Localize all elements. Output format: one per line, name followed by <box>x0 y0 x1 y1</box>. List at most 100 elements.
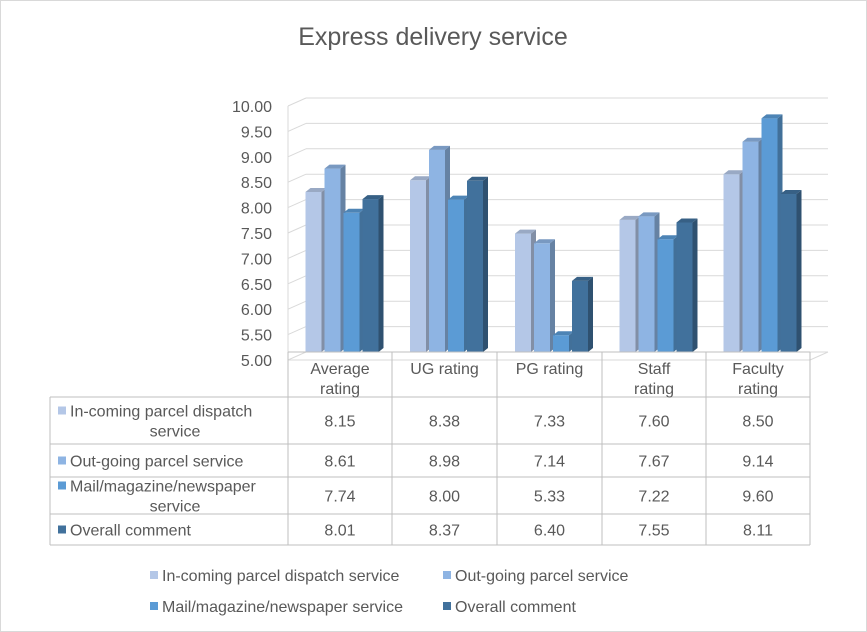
bar-side <box>692 218 698 352</box>
data-cell: 7.33 <box>534 414 565 431</box>
chart-title: Express delivery service <box>298 23 568 51</box>
data-cell: 7.67 <box>638 454 669 471</box>
series-row-label: service <box>150 424 201 441</box>
bar-top <box>723 170 745 175</box>
bar-top <box>619 215 641 220</box>
gridline-diag <box>287 148 307 158</box>
legend-entry: Mail/magazine/newspaper service <box>162 599 403 616</box>
gridline-diag <box>287 199 307 209</box>
data-cell: 8.98 <box>429 454 460 471</box>
data-cell: 8.50 <box>742 414 773 431</box>
bar-side <box>588 276 593 352</box>
data-cell: 9.14 <box>742 454 773 471</box>
bar-front <box>467 180 483 352</box>
gridline-diag <box>287 275 307 285</box>
bar-side <box>550 239 555 352</box>
bar-front <box>619 219 636 352</box>
bar-top <box>761 114 783 119</box>
y-tick-label: 9.00 <box>241 150 272 167</box>
series-row-label: Out-going parcel service <box>70 454 244 471</box>
y-tick-label: 7.50 <box>241 226 272 243</box>
bar-top <box>410 176 431 181</box>
bar <box>534 239 555 352</box>
bar-front <box>742 141 759 352</box>
bar <box>619 215 641 352</box>
data-cell: 7.22 <box>638 489 669 506</box>
floor-side <box>809 351 829 361</box>
gridline-diag <box>287 173 307 183</box>
bar-top <box>638 212 660 217</box>
bar-front <box>448 199 464 352</box>
bar <box>515 229 536 352</box>
category-label: UG rating <box>410 361 478 378</box>
y-tick-label: 6.00 <box>241 302 272 319</box>
legend-swatch <box>443 571 451 579</box>
data-cell: 7.14 <box>534 454 565 471</box>
series-row-label: In-coming parcel dispatch <box>70 404 252 421</box>
bar-front <box>780 194 797 352</box>
bar-front <box>362 199 379 352</box>
bar <box>572 276 593 352</box>
gridlines: 5.00 5.50 6.00 6.50 7.00 7.50 8.00 8.50 9.00 9.50… <box>232 97 829 370</box>
bar <box>723 170 745 352</box>
legend: In-coming parcel dispatch service Out-goi… <box>150 568 629 616</box>
y-tick-label: 8.50 <box>241 175 272 192</box>
bar-front <box>515 233 531 352</box>
bar-top <box>676 218 698 223</box>
bar-front <box>761 118 778 352</box>
y-tick-label: 6.50 <box>241 277 272 294</box>
bar-front <box>638 216 655 352</box>
y-tick-label: 5.50 <box>241 328 272 345</box>
bar-top <box>553 331 574 336</box>
series-key <box>58 456 66 465</box>
bar-front <box>429 149 445 352</box>
bar <box>410 176 431 352</box>
data-table: Average rating UG rating PG rating Staff rati… <box>49 351 811 546</box>
gridline-diag <box>287 249 307 259</box>
series-key <box>58 481 66 490</box>
category-label: Average <box>310 361 369 378</box>
bar-front <box>410 180 426 352</box>
bar-top <box>362 195 384 200</box>
gridline-diag <box>287 97 307 107</box>
bars <box>305 114 802 352</box>
bar-top <box>305 187 327 192</box>
category-label: rating <box>320 381 360 398</box>
series-key <box>58 525 66 534</box>
data-cell: 7.74 <box>324 489 355 506</box>
y-tick-label: 10.00 <box>232 99 272 116</box>
bar <box>429 145 450 352</box>
y-tick-label: 7.00 <box>241 251 272 268</box>
y-tick-label: 9.50 <box>241 124 272 141</box>
bar-side <box>796 190 802 352</box>
bar-front <box>324 168 341 352</box>
bar <box>343 208 365 352</box>
series-row-label: Overall comment <box>70 523 191 540</box>
bar-top <box>343 208 365 213</box>
bar <box>305 187 327 352</box>
bar <box>467 176 488 352</box>
bar-front <box>343 212 360 352</box>
bar <box>324 164 346 352</box>
category-label: rating <box>738 381 778 398</box>
gridline-diag <box>287 224 307 234</box>
data-cell: 8.37 <box>429 523 460 540</box>
bar-side <box>378 195 384 352</box>
bar-front <box>534 243 550 352</box>
bar-top <box>657 235 679 240</box>
gridline-diag <box>287 300 307 310</box>
category-label: rating <box>634 381 674 398</box>
bar <box>553 331 574 352</box>
bar <box>676 218 698 352</box>
legend-swatch <box>150 571 158 579</box>
data-cell: 7.55 <box>638 523 669 540</box>
data-cell: 6.40 <box>534 523 565 540</box>
bar-top <box>534 239 555 244</box>
data-cell: 7.60 <box>638 414 669 431</box>
data-cell: 8.00 <box>429 489 460 506</box>
data-cell: 8.38 <box>429 414 460 431</box>
bar-top <box>324 164 346 169</box>
y-tick-label: 5.00 <box>241 353 272 370</box>
bar <box>448 195 469 352</box>
legend-swatch <box>150 602 158 610</box>
